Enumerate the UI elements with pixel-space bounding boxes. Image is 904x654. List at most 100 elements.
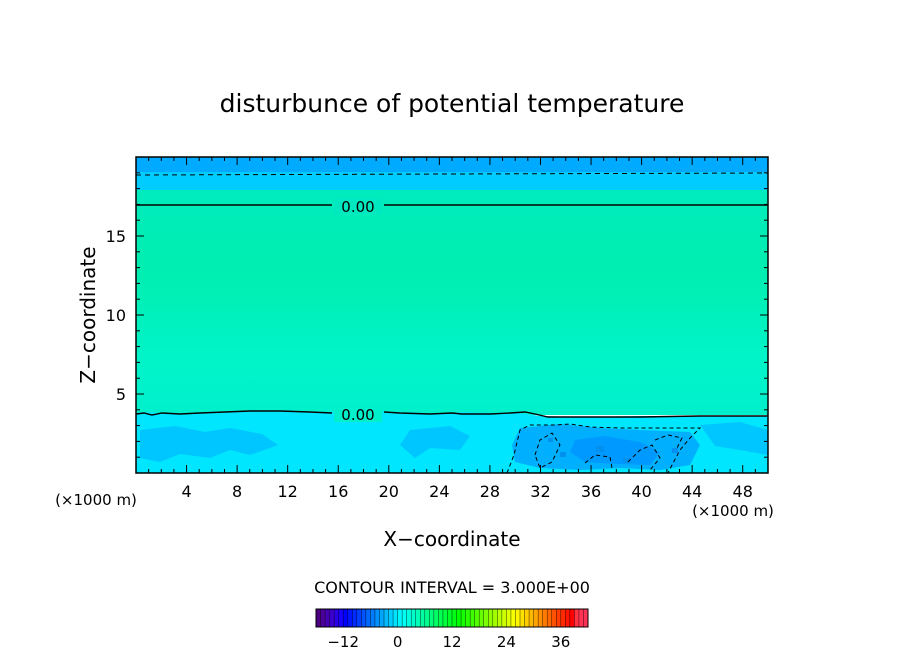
x-tick-label: 40 [631, 482, 651, 501]
colorbar-tick-label: 0 [393, 633, 403, 651]
y-tick-label: 15 [106, 227, 126, 246]
contour-dashed-upper [136, 172, 768, 176]
x-tick-label: 28 [480, 482, 500, 501]
y-tick-label: 10 [106, 306, 126, 325]
colorbar-swatch [538, 609, 543, 627]
colorbar-swatch [497, 609, 503, 627]
colorbar-swatch [424, 609, 430, 627]
colorbar-tick-label: 12 [442, 633, 461, 651]
y-tick-label: 5 [116, 385, 126, 404]
x-tick-label: 32 [530, 482, 550, 501]
x-tick-label: 48 [733, 482, 753, 501]
colorbar [316, 609, 589, 627]
colorbar-swatch [338, 609, 344, 627]
contour-interval-text: CONTOUR INTERVAL = 3.000E+00 [314, 578, 590, 597]
y-axis-label: Z−coordinate [76, 246, 100, 383]
x-tick-label: 36 [581, 482, 601, 501]
colorbar-swatch [515, 609, 521, 627]
colorbar-swatch [565, 609, 571, 627]
lower-patch-2 [400, 426, 470, 458]
colorbar-swatch [510, 609, 516, 627]
colorbar-swatch [325, 609, 330, 627]
colorbar-swatch [447, 609, 453, 627]
colorbar-swatch [574, 609, 580, 627]
colorbar-swatch [474, 609, 480, 627]
contour-dashed-lower [506, 423, 702, 473]
contour-label-lower: 0.00 [341, 406, 374, 424]
x-tick-label: 24 [429, 482, 449, 501]
colorbar-swatch [429, 609, 435, 627]
colorbar-tick-label: 36 [551, 633, 570, 651]
colorbar-swatch [578, 609, 584, 627]
upper-band-fill [136, 172, 768, 191]
colorbar-swatch [406, 609, 412, 627]
colorbar-swatch [442, 609, 448, 627]
colorbar-swatch [501, 609, 507, 627]
x-unit-left: (×1000 m) [55, 491, 137, 509]
colorbar-swatch [551, 609, 557, 627]
colorbar-swatch [542, 609, 548, 627]
colorbar-swatch [384, 609, 389, 627]
colorbar-swatch [569, 609, 575, 627]
colorbar-swatch [370, 609, 376, 627]
colorbar-swatch [402, 609, 407, 627]
contour-label-upper-bg [334, 197, 382, 214]
cold-core [570, 436, 660, 465]
colorbar-swatch [316, 609, 321, 627]
middle-band-fill [136, 190, 768, 415]
colorbar-tick-labels: −12 0 12 24 36 [327, 633, 570, 651]
colorbar-swatch [365, 609, 371, 627]
colorbar-swatch [529, 609, 534, 627]
colorbar-swatch [456, 609, 462, 627]
colorbar-swatch [470, 609, 475, 627]
colorbar-swatch [461, 609, 466, 627]
colorbar-swatch [393, 609, 398, 627]
colorbar-swatch [343, 609, 349, 627]
colorbar-swatch [560, 609, 566, 627]
colorbar-swatch [411, 609, 417, 627]
colorbar-swatch [520, 609, 525, 627]
colorbar-swatch [329, 609, 335, 627]
x-axis-label: X−coordinate [383, 527, 520, 551]
colorbar-swatch [483, 609, 489, 627]
colorbar-swatch [547, 609, 553, 627]
colorbar-swatch [479, 609, 485, 627]
colorbar-swatch [420, 609, 426, 627]
colorbar-tick-label: −12 [327, 633, 359, 651]
cold-dots [548, 438, 678, 463]
y-tick-labels: 5 10 15 [106, 227, 126, 404]
colorbar-swatch [352, 609, 358, 627]
colorbar-swatch [556, 609, 562, 627]
colorbar-swatch [374, 609, 380, 627]
colorbar-swatch [433, 609, 439, 627]
colorbar-swatch [583, 609, 589, 627]
colorbar-swatch [334, 609, 339, 627]
x-tick-label: 12 [278, 482, 298, 501]
contour-label-upper: 0.00 [341, 198, 374, 216]
colorbar-swatch [320, 609, 326, 627]
axis-ticks [136, 157, 768, 473]
x-tick-label: 20 [379, 482, 399, 501]
colorbar-swatch [492, 609, 498, 627]
chart-title: disturbunce of potential temperature [220, 89, 685, 118]
x-unit-right: (×1000 m) [692, 502, 774, 520]
colorbar-swatch [533, 609, 539, 627]
colorbar-swatch [465, 609, 471, 627]
colorbar-tick-label: 24 [497, 633, 516, 651]
lower-patch-3 [700, 422, 768, 455]
contour-solid-lower [136, 410, 768, 418]
colorbar-frame [315, 608, 589, 628]
colorbar-swatch [379, 609, 385, 627]
x-tick-label: 4 [181, 482, 191, 501]
x-tick-label: 44 [682, 482, 702, 501]
colorbar-swatch [347, 609, 353, 627]
x-tick-label: 16 [328, 482, 348, 501]
colorbar-swatch [415, 609, 421, 627]
colorbar-swatch [488, 609, 494, 627]
colorbar-swatch [388, 609, 394, 627]
colorbar-swatch [397, 609, 403, 627]
plot-area: 0.00 0.00 [136, 157, 768, 473]
colorbar-swatch [356, 609, 362, 627]
colorbar-swatch [452, 609, 457, 627]
